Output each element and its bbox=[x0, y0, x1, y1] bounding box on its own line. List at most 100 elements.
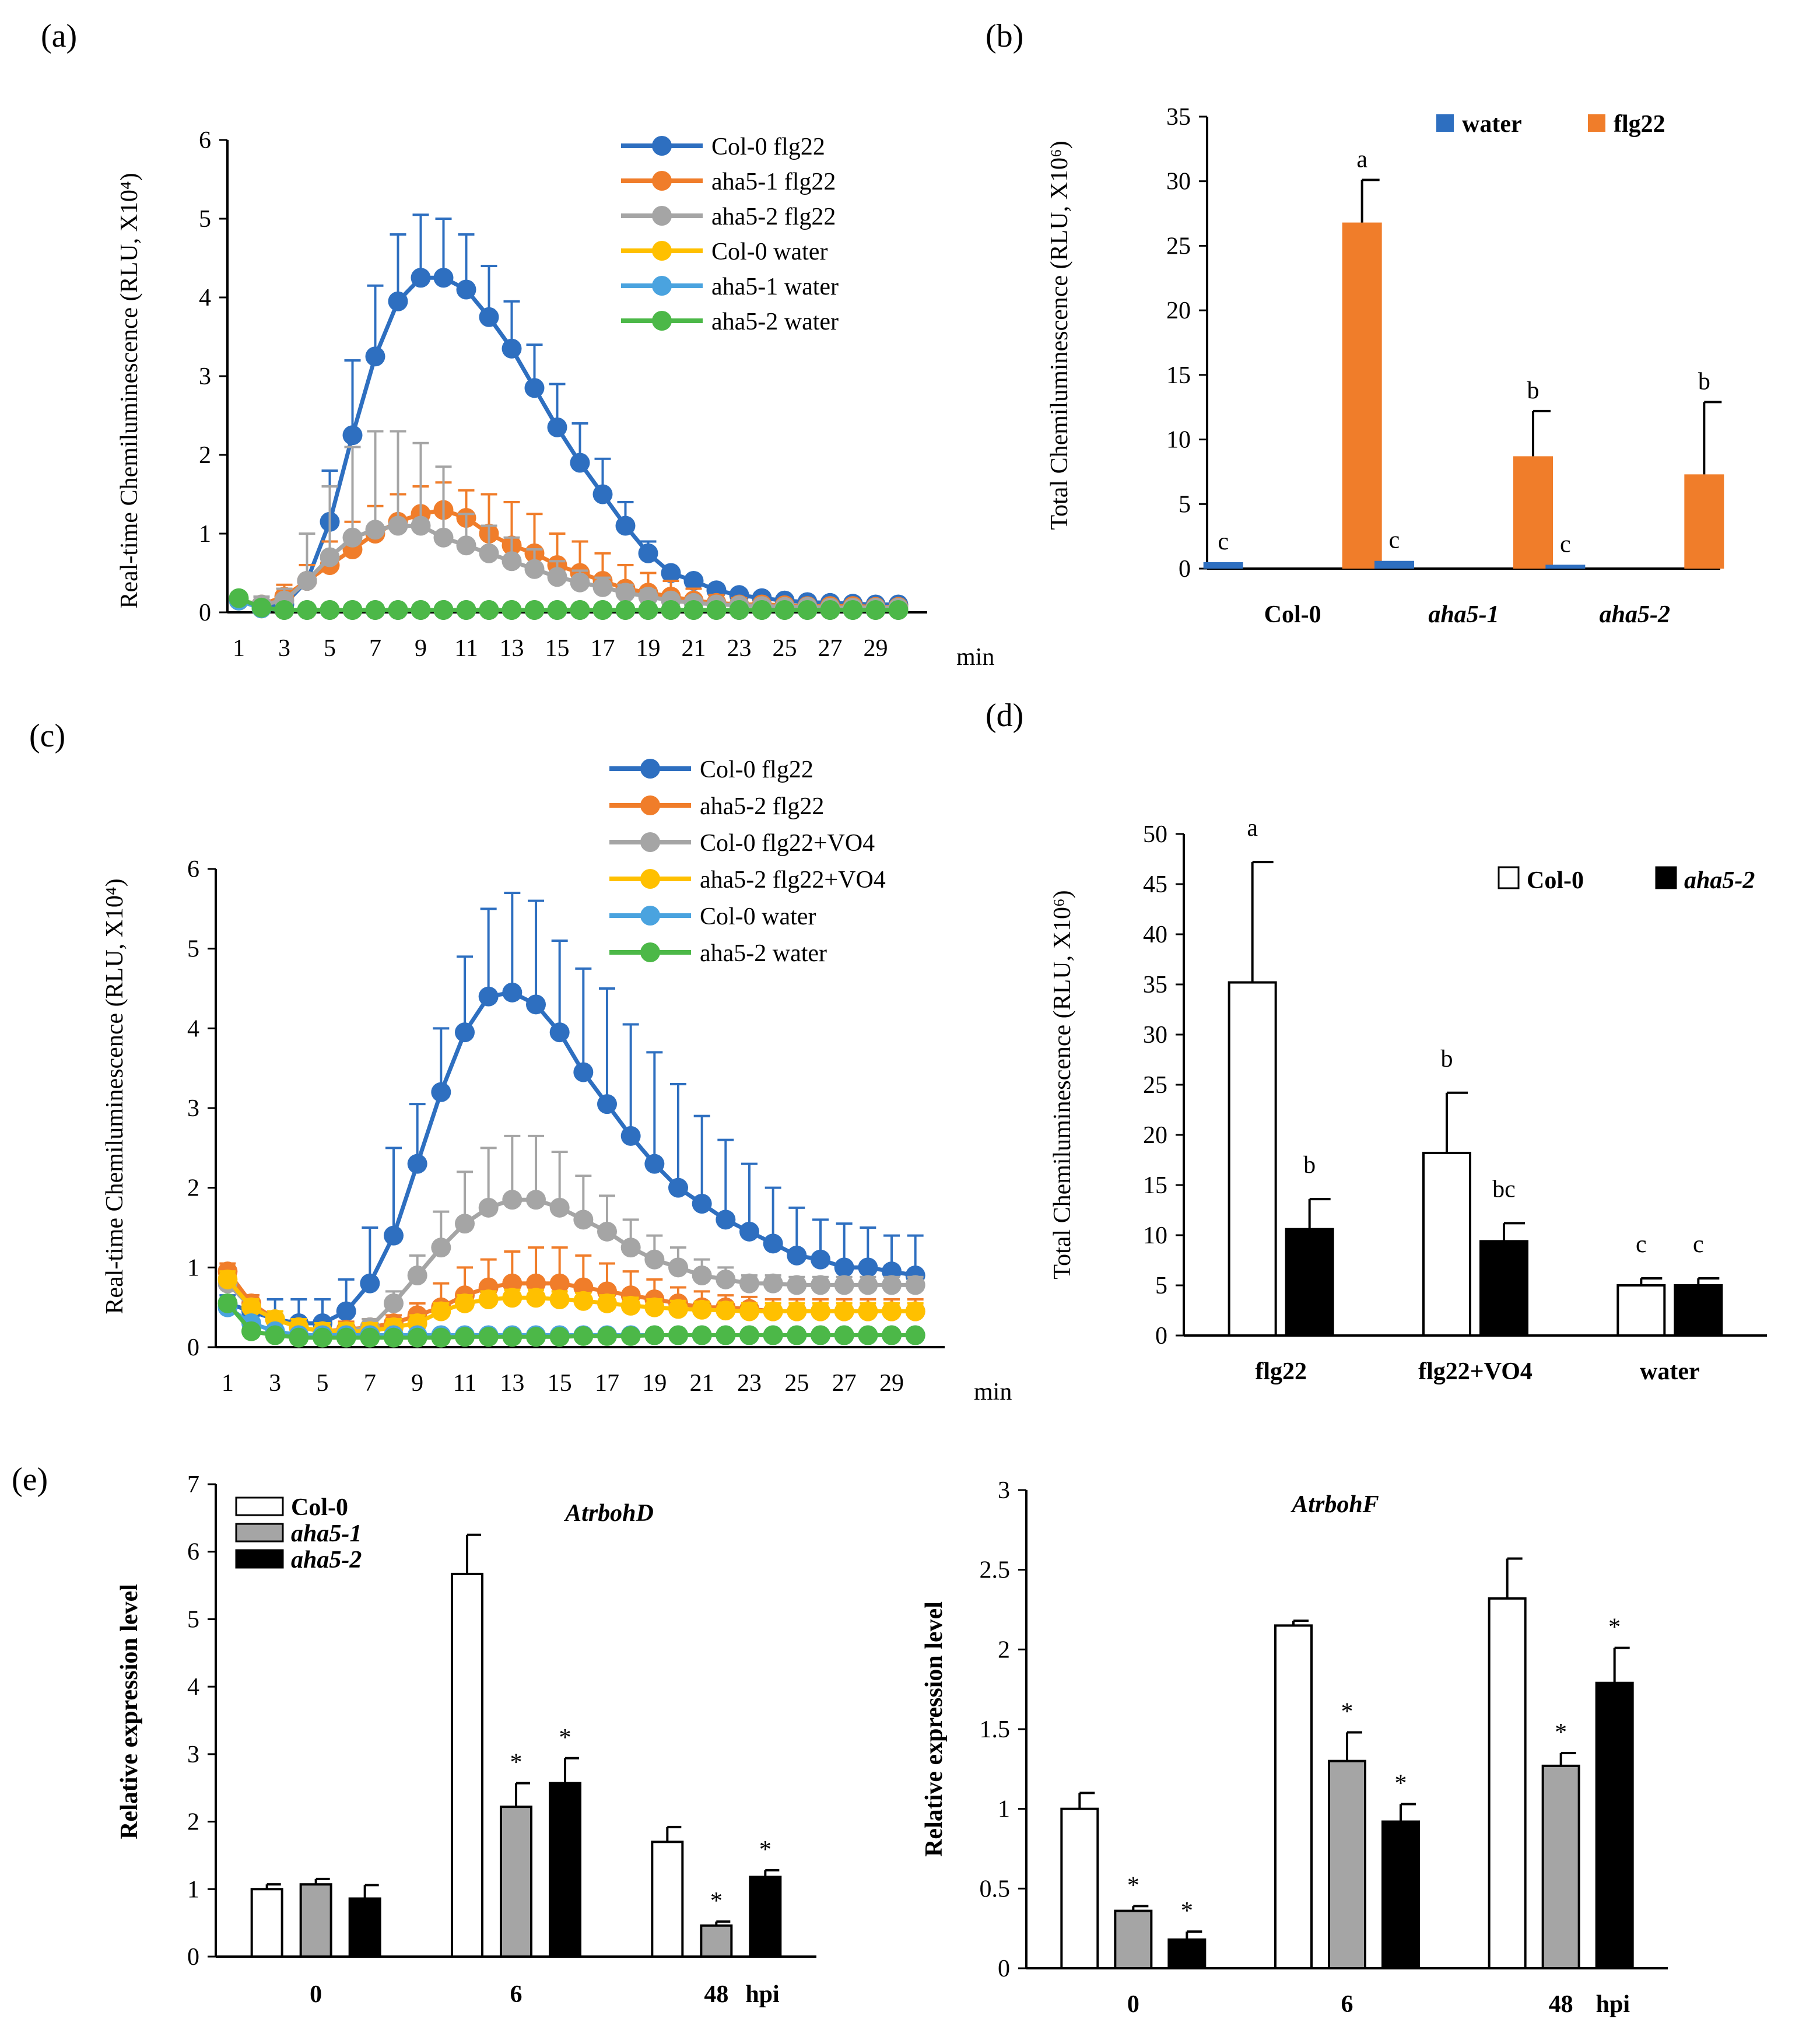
data-point bbox=[313, 1327, 332, 1348]
bar-group bbox=[250, 1883, 283, 1958]
significance-mark: * bbox=[759, 1836, 772, 1863]
legend-entry: aha5-2 flg22+VO4 bbox=[700, 867, 886, 893]
y-tick-label: 1 bbox=[199, 521, 211, 548]
data-point bbox=[526, 1327, 546, 1347]
data-point bbox=[549, 1022, 570, 1043]
data-point bbox=[811, 1325, 830, 1345]
x-tick-label: 1 bbox=[233, 635, 245, 662]
data-point bbox=[882, 1301, 902, 1322]
data-point bbox=[834, 1325, 854, 1345]
y-tick-label: 0.5 bbox=[980, 1876, 1011, 1902]
data-point bbox=[229, 588, 249, 608]
significance-letter: a bbox=[1356, 146, 1367, 173]
panel-label: (b) bbox=[986, 18, 1023, 54]
x-tick-label: 7 bbox=[369, 635, 381, 662]
data-point bbox=[526, 1190, 546, 1210]
x-tick-label: 5 bbox=[317, 1370, 329, 1397]
data-point bbox=[905, 1301, 925, 1322]
data-point bbox=[388, 600, 408, 620]
bar-group: * bbox=[1595, 1614, 1634, 1970]
legend-entry: aha5-1 flg22 bbox=[711, 169, 836, 195]
data-point bbox=[858, 1257, 878, 1278]
x-axis-title: min bbox=[956, 644, 994, 671]
bar bbox=[1674, 1284, 1723, 1337]
x-unit-label: hpi bbox=[1596, 1991, 1630, 2018]
data-point bbox=[297, 600, 317, 620]
legend-entry: aha5-2 bbox=[291, 1547, 362, 1573]
significance-mark: * bbox=[1395, 1770, 1407, 1797]
significance-letter: bc bbox=[1492, 1176, 1516, 1203]
bar-group: a bbox=[1342, 146, 1382, 569]
y-tick-label: 2.5 bbox=[980, 1557, 1011, 1584]
significance-letter: b bbox=[1698, 368, 1710, 395]
data-point bbox=[763, 1233, 783, 1254]
y-tick-label: 0 bbox=[1155, 1323, 1167, 1350]
legend-swatch bbox=[1498, 866, 1520, 889]
x-tick-label: 21 bbox=[682, 635, 706, 662]
y-tick-label: 0 bbox=[187, 1334, 199, 1361]
data-point bbox=[882, 1325, 902, 1345]
bar bbox=[1513, 456, 1553, 569]
data-point bbox=[905, 1325, 925, 1345]
data-point bbox=[905, 1275, 925, 1295]
legend-entry: water bbox=[1462, 111, 1522, 138]
series-aha5-2-flg22 bbox=[229, 430, 909, 618]
data-point bbox=[597, 1221, 617, 1242]
bar bbox=[1381, 1820, 1420, 1970]
y-axis-title: Relative expression level bbox=[921, 1601, 948, 1857]
bar bbox=[250, 1888, 283, 1958]
bar bbox=[1684, 474, 1724, 569]
bar-group: b bbox=[1513, 377, 1553, 569]
x-tick-label: 9 bbox=[415, 635, 427, 662]
data-point bbox=[479, 543, 499, 563]
x-tick-label: Col-0 bbox=[1264, 601, 1321, 628]
bar-group bbox=[1274, 1620, 1313, 1969]
data-point bbox=[615, 600, 636, 620]
data-point bbox=[431, 1238, 451, 1258]
significance-mark: * bbox=[1127, 1872, 1139, 1899]
y-tick-label: 5 bbox=[1155, 1273, 1167, 1299]
data-point bbox=[668, 1299, 688, 1319]
x-tick-label: 6 bbox=[510, 1981, 522, 2008]
data-point bbox=[620, 1295, 641, 1316]
x-tick-label: 5 bbox=[324, 635, 336, 662]
bar-group: b bbox=[1684, 368, 1724, 569]
bar bbox=[1114, 1909, 1153, 1970]
data-point bbox=[865, 600, 886, 620]
data-point bbox=[431, 1327, 451, 1348]
data-point bbox=[834, 1301, 854, 1322]
data-point bbox=[858, 1301, 878, 1322]
data-point bbox=[342, 527, 363, 548]
x-tick-label: 19 bbox=[636, 635, 661, 662]
data-point bbox=[739, 1301, 759, 1322]
x-tick-label: 48 bbox=[704, 1981, 728, 2008]
legend-swatch bbox=[1588, 114, 1605, 132]
data-point bbox=[547, 567, 567, 587]
data-point bbox=[502, 1288, 522, 1308]
data-point bbox=[365, 520, 385, 540]
y-tick-label: 0 bbox=[199, 600, 211, 626]
data-point bbox=[774, 600, 795, 620]
y-tick-label: 5 bbox=[199, 206, 211, 233]
legend-entry: aha5-2 flg22 bbox=[700, 793, 824, 820]
x-tick-label: 23 bbox=[737, 1370, 762, 1397]
bar bbox=[500, 1806, 532, 1958]
data-point bbox=[433, 600, 454, 620]
data-point bbox=[360, 1273, 380, 1294]
data-point bbox=[668, 1257, 688, 1278]
data-point bbox=[811, 1249, 830, 1270]
data-point bbox=[320, 600, 340, 620]
significance-letter: b bbox=[1527, 377, 1540, 404]
legend-swatch-marker bbox=[652, 241, 672, 261]
data-point bbox=[502, 1273, 522, 1294]
y-tick-label: 2 bbox=[187, 1175, 199, 1202]
data-point bbox=[739, 1325, 759, 1345]
data-point bbox=[384, 1293, 404, 1313]
data-point bbox=[692, 1194, 712, 1214]
data-point bbox=[716, 1210, 736, 1230]
data-point bbox=[692, 1299, 712, 1320]
y-tick-label: 4 bbox=[199, 285, 211, 311]
data-point bbox=[573, 1210, 594, 1230]
data-point bbox=[320, 547, 340, 567]
